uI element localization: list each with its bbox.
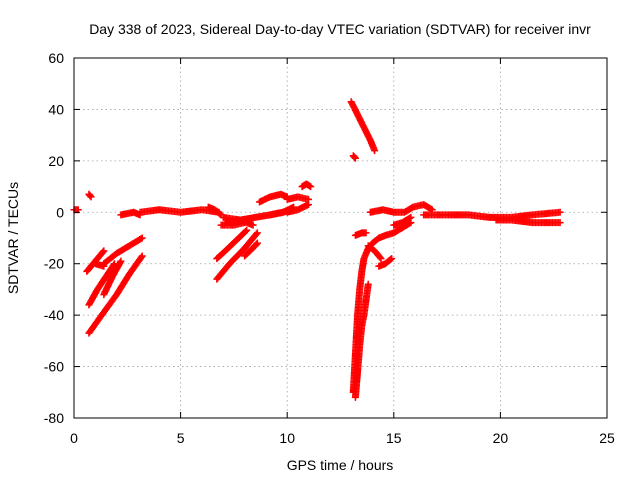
data-point <box>242 227 250 235</box>
data-point <box>249 221 257 229</box>
data-point <box>556 219 564 227</box>
series-s21 <box>283 201 313 216</box>
series-s30 <box>375 255 396 270</box>
series-s29 <box>364 242 385 263</box>
data-point <box>388 255 396 263</box>
x-axis-title: GPS time / hours <box>287 457 394 473</box>
y-tick-label: -20 <box>44 256 64 272</box>
x-tick-label: 10 <box>279 430 295 446</box>
data-point <box>556 208 564 216</box>
data-point <box>137 235 145 243</box>
y-tick-label: -60 <box>44 359 64 375</box>
y-tick-label: -40 <box>44 307 64 323</box>
data-point <box>377 255 385 263</box>
series-s05 <box>100 234 146 268</box>
series-s11 <box>204 203 225 219</box>
data-point <box>216 210 224 218</box>
data-point <box>243 226 251 234</box>
data-point <box>252 230 260 238</box>
chart-title: Day 338 of 2023, Sidereal Day-to-day VTE… <box>89 21 591 37</box>
grid-lines <box>74 58 607 418</box>
data-point <box>253 229 261 237</box>
data-point <box>371 147 379 155</box>
series-s34 <box>492 216 564 227</box>
data-point <box>137 253 145 261</box>
data-point <box>387 255 395 263</box>
data-points <box>70 98 564 401</box>
data-point <box>99 248 107 256</box>
data-point <box>305 201 313 209</box>
data-point <box>87 193 95 201</box>
series-s17 <box>221 216 257 229</box>
series-s18 <box>255 190 291 206</box>
plot-frame <box>73 57 608 419</box>
series-s28 <box>351 321 366 401</box>
data-point <box>364 280 372 288</box>
series-s13 <box>213 229 261 283</box>
series-s19 <box>283 193 313 203</box>
data-point <box>307 183 315 191</box>
axis-ticks: 0 5 10 15 20 25 60 40 20 0 -20 -40 -60 -80 <box>44 50 615 446</box>
data-point <box>362 229 370 237</box>
series-s07 <box>85 252 146 337</box>
y-tick-label: 60 <box>48 50 64 66</box>
data-point <box>351 154 359 162</box>
x-tick-label: 5 <box>177 430 185 446</box>
series-s24 <box>349 152 359 162</box>
series-s03 <box>83 247 108 275</box>
series-s12 <box>213 226 251 263</box>
y-axis-title: SDTVAR / TECUs <box>5 182 21 294</box>
data-point <box>376 253 384 261</box>
x-tick-label: 0 <box>70 430 78 446</box>
data-point <box>138 252 146 260</box>
data-point <box>117 257 125 265</box>
x-tick-label: 25 <box>599 430 615 446</box>
series-s14 <box>241 239 261 260</box>
y-tick-label: 0 <box>56 204 64 220</box>
series-s22 <box>298 180 315 191</box>
data-point <box>358 321 366 329</box>
y-tick-label: 20 <box>48 153 64 169</box>
series-s25 <box>351 229 370 239</box>
x-tick-label: 20 <box>493 430 509 446</box>
series-s08 <box>100 257 125 299</box>
y-tick-label: -80 <box>44 410 64 426</box>
data-point <box>253 239 261 247</box>
series-s09 <box>117 208 144 219</box>
y-tick-label: 40 <box>48 101 64 117</box>
x-tick-label: 15 <box>386 430 402 446</box>
data-point <box>100 247 108 255</box>
series-s02 <box>85 190 95 201</box>
series-s04 <box>91 260 108 270</box>
series-s32 <box>366 201 436 216</box>
data-point <box>138 234 146 242</box>
data-point <box>407 213 415 221</box>
series-s23 <box>347 98 379 155</box>
series-s31 <box>390 213 415 229</box>
